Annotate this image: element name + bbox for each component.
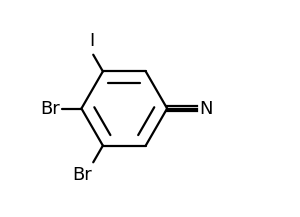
Text: Br: Br [72,166,92,184]
Text: I: I [89,32,95,50]
Text: Br: Br [41,100,61,117]
Text: N: N [199,100,212,117]
